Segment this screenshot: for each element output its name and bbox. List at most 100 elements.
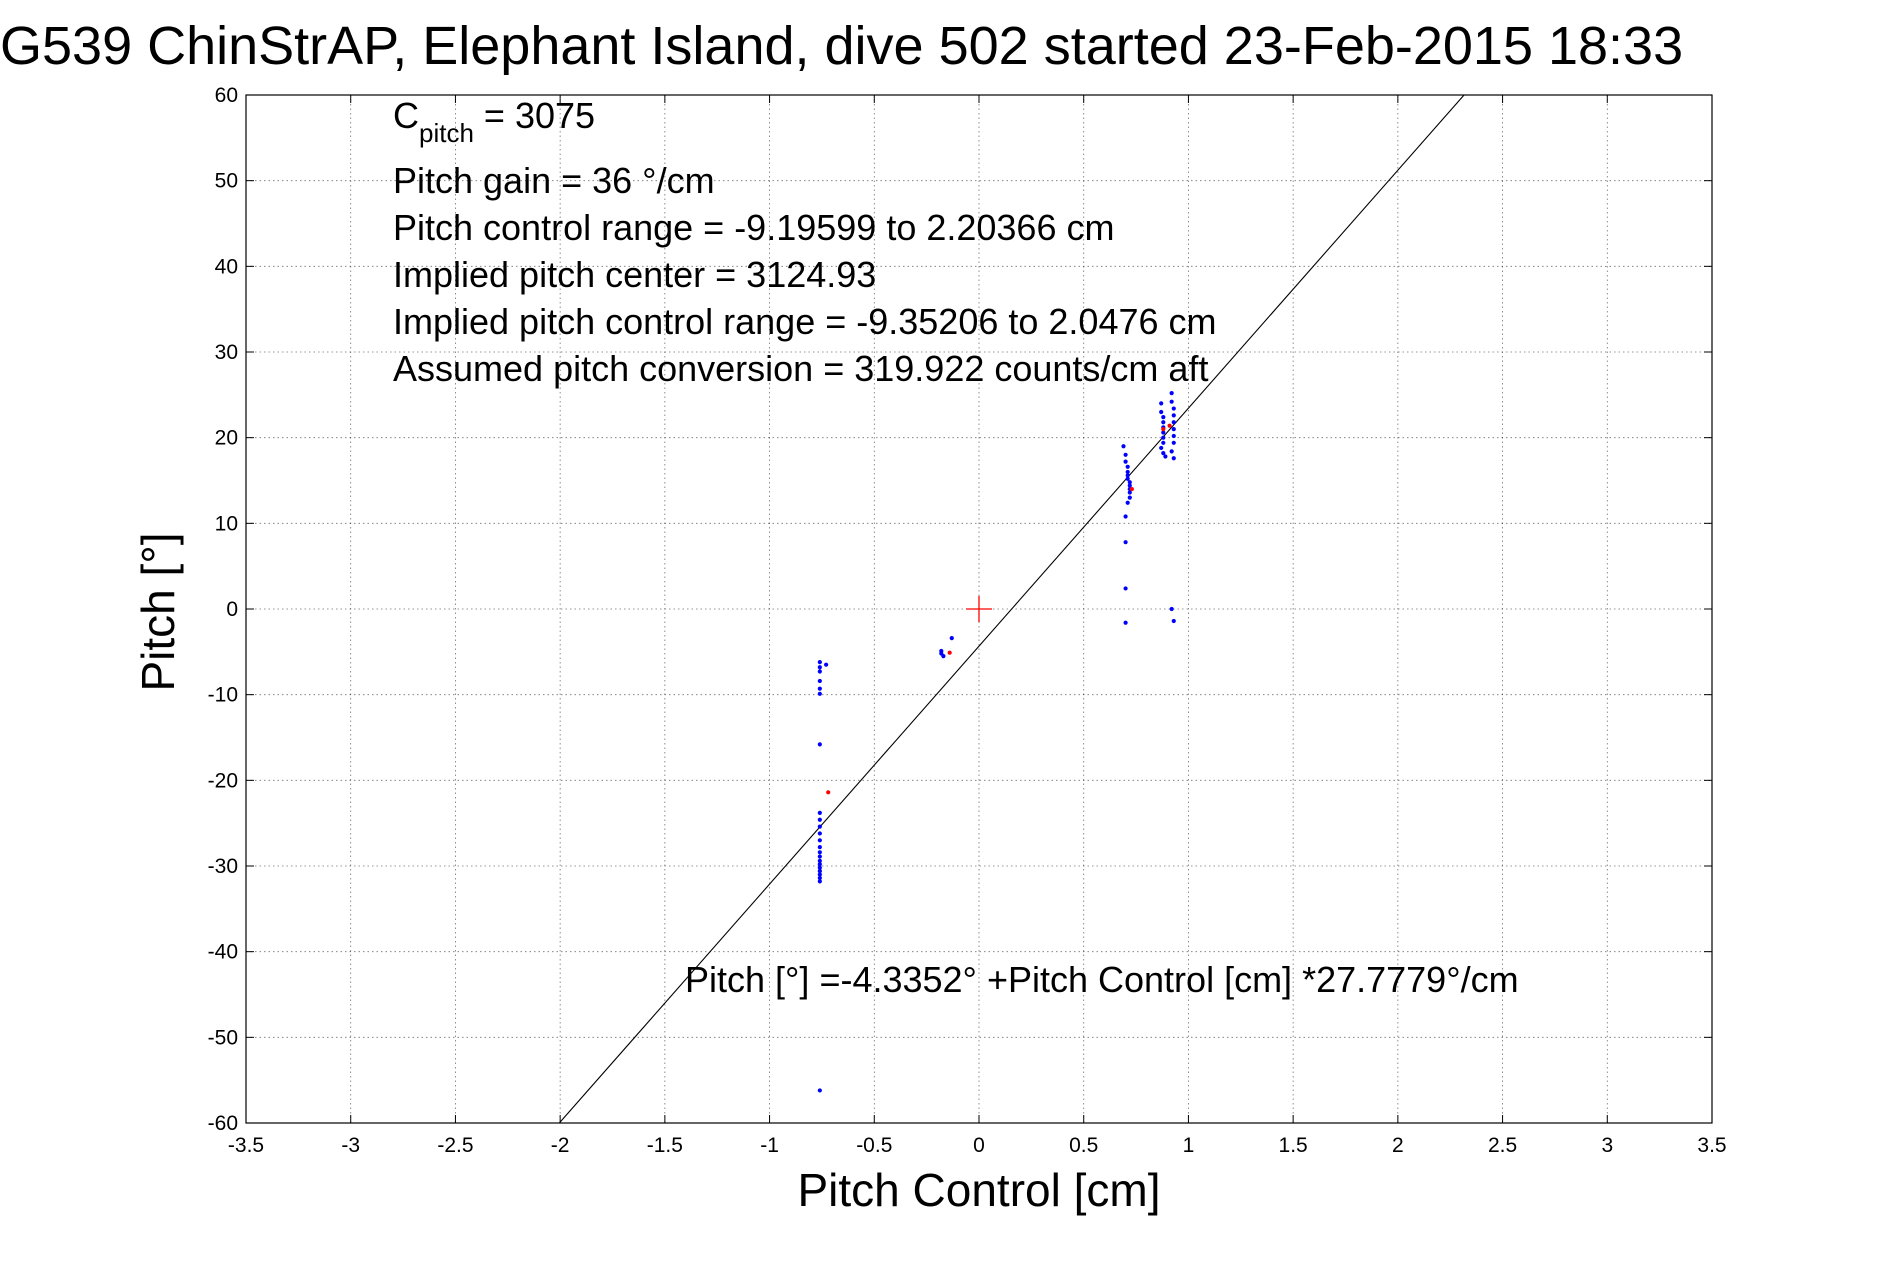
data-point <box>1171 433 1176 439</box>
highlight-point <box>1161 427 1166 432</box>
y-tick-label: 10 <box>215 512 238 535</box>
data-point <box>817 879 822 884</box>
data-point <box>1127 490 1132 495</box>
highlight-point <box>1167 423 1172 428</box>
data-point <box>1123 452 1128 457</box>
x-tick-label: 0 <box>973 1134 985 1157</box>
c-pitch-annotation: Cpitch = 3075 <box>393 95 595 148</box>
data-point <box>1171 456 1176 461</box>
y-tick-label: 0 <box>226 598 238 621</box>
data-point <box>1161 430 1166 435</box>
data-point <box>1127 495 1132 500</box>
data-point <box>1169 391 1174 396</box>
data-point <box>1161 450 1166 456</box>
data-point <box>941 654 946 659</box>
x-tick-label: 2 <box>1392 1134 1404 1157</box>
data-point <box>1123 540 1128 545</box>
x-tick-label: 3 <box>1601 1134 1613 1157</box>
x-tick-label: -2 <box>551 1134 570 1157</box>
data-point <box>1169 399 1174 404</box>
data-point <box>1163 454 1168 459</box>
data-point <box>1169 449 1174 454</box>
data-point <box>1171 427 1176 432</box>
x-tick-label: -0.5 <box>856 1134 892 1157</box>
data-point <box>1171 420 1176 425</box>
data-point <box>824 662 829 667</box>
highlight-point <box>826 790 831 795</box>
x-tick-label: -1.5 <box>647 1134 683 1157</box>
implied-pitch-center-annotation: Implied pitch center = 3124.93 <box>393 254 876 295</box>
data-point <box>1125 469 1130 475</box>
highlight-point <box>1129 486 1134 492</box>
x-tick-label: -3 <box>341 1134 360 1157</box>
data-point <box>817 678 822 684</box>
data-point <box>1123 514 1128 519</box>
chart-title: G539 ChinStrAP, Elephant Island, dive 50… <box>0 16 1683 76</box>
y-tick-label: -10 <box>208 684 238 707</box>
x-tick-label: 1 <box>1183 1134 1195 1157</box>
data-point <box>817 686 822 691</box>
fit-line <box>558 94 1465 1124</box>
data-point <box>1171 406 1176 411</box>
data-point <box>817 1088 822 1093</box>
data-point <box>1161 415 1166 420</box>
data-point <box>1125 464 1130 469</box>
data-point <box>1159 409 1164 415</box>
data-point <box>817 854 822 859</box>
y-tick-label: 30 <box>215 341 238 364</box>
y-tick-label: -50 <box>208 1026 238 1049</box>
data-point <box>817 862 822 867</box>
x-tick-label: -3.5 <box>228 1134 264 1157</box>
data-point <box>817 742 822 747</box>
x-tick-label: -2.5 <box>437 1134 473 1157</box>
data-point <box>1161 420 1166 425</box>
data-point <box>817 660 822 665</box>
data-point <box>817 845 822 850</box>
data-point <box>949 636 954 641</box>
data-point <box>817 665 822 670</box>
data-point <box>817 838 822 843</box>
y-tick-label: -20 <box>208 769 238 792</box>
data-point <box>1123 459 1128 464</box>
data-point <box>1123 586 1128 591</box>
center-plus-marker <box>966 596 992 622</box>
data-point <box>817 850 822 855</box>
y-tick-label: 20 <box>215 427 238 450</box>
y-tick-label: 60 <box>215 84 238 107</box>
data-point <box>1125 476 1130 481</box>
assumed-pitch-conversion-annotation: Assumed pitch conversion = 319.922 count… <box>393 348 1208 389</box>
data-point <box>1127 480 1132 485</box>
fit-layer <box>558 94 1465 1124</box>
c-pitch-value: = 3075 <box>474 95 595 136</box>
data-point <box>1171 440 1176 445</box>
data-point <box>1161 440 1166 445</box>
data-point <box>817 872 822 877</box>
data-point <box>817 869 822 874</box>
data-point <box>1161 435 1166 440</box>
x-tick-label: 2.5 <box>1488 1134 1517 1157</box>
data-point <box>817 669 822 674</box>
c-pitch-symbol: C <box>393 95 419 136</box>
data-point <box>817 865 822 870</box>
highlight-point <box>947 650 952 655</box>
data-point <box>1121 444 1126 449</box>
y-tick-label: 40 <box>215 255 238 278</box>
x-tick-label: 3.5 <box>1697 1134 1726 1157</box>
data-point <box>1123 620 1128 625</box>
data-point <box>1127 483 1132 488</box>
x-tick-label: -1 <box>760 1134 779 1157</box>
x-tick-label: 0.5 <box>1069 1134 1098 1157</box>
x-axis-label: Pitch Control [cm] <box>798 1164 1161 1216</box>
y-tick-label: -40 <box>208 941 238 964</box>
data-point <box>1159 445 1164 451</box>
pitch-gain-annotation: Pitch gain = 36 °/cm <box>393 160 715 201</box>
y-tick-label: -30 <box>208 855 238 878</box>
data-point <box>817 817 822 822</box>
annotations: Cpitch = 3075 Pitch gain = 36 °/cm Pitch… <box>393 95 1519 1000</box>
data-point <box>1125 500 1130 505</box>
y-tick-label: 50 <box>215 170 238 193</box>
fit-equation-annotation: Pitch [°] =-4.3352° +Pitch Control [cm] … <box>685 959 1519 1000</box>
data-point <box>817 824 822 829</box>
data-point <box>1169 606 1174 612</box>
